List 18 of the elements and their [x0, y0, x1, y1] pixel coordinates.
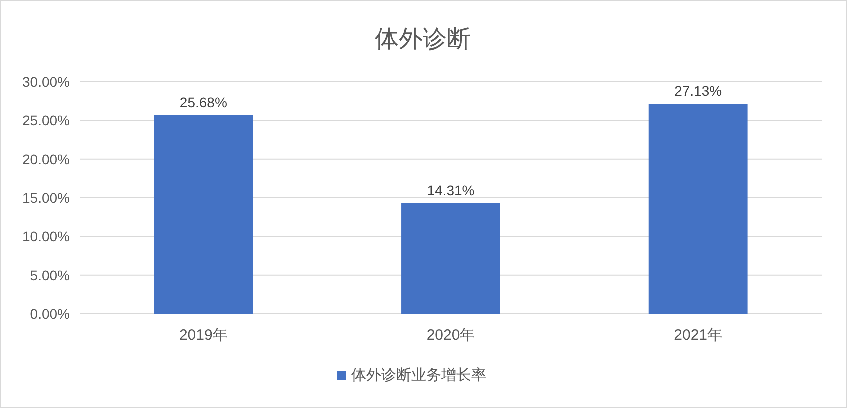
x-tick-label: 2019年 [179, 327, 228, 344]
x-tick-label: 2021年 [674, 327, 723, 344]
y-tick-label: 25.00% [22, 112, 70, 129]
y-tick-label: 15.00% [22, 190, 70, 206]
data-label: 14.31% [427, 182, 475, 198]
y-tick-label: 0.00% [30, 306, 70, 322]
bar [402, 203, 500, 314]
x-tick-label: 2020年 [426, 327, 476, 344]
y-tick-label: 30.00% [22, 74, 70, 90]
chart-title: 体外诊断 [375, 26, 471, 53]
bar [648, 104, 748, 314]
y-tick-label: 20.00% [22, 151, 70, 168]
legend-label: 体外诊断业务增长率 [352, 367, 486, 384]
data-label: 27.13% [674, 83, 722, 100]
y-tick-label: 10.00% [22, 228, 70, 245]
y-tick-label: 5.00% [30, 267, 70, 284]
bar [154, 115, 254, 314]
data-label: 25.68% [180, 94, 228, 110]
